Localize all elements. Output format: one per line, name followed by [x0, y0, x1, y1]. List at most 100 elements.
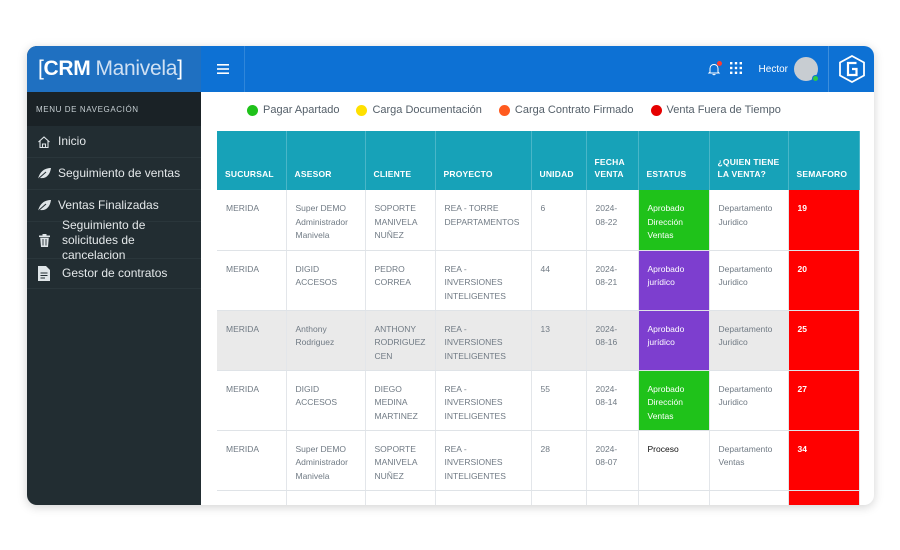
sidebar-item-label: Gestor de contratos [62, 266, 168, 280]
cell-cliente: SOPORTE MANIVELA NUÑEZ [365, 190, 436, 251]
document-icon [36, 266, 52, 282]
cell-fecha: 2024-08-07 [586, 430, 639, 491]
cell-semaforo: 27 [788, 370, 860, 431]
cell-sucursal: MERIDA [217, 490, 287, 505]
table-row[interactable]: MERIDA DIGID ACCESOS DIEGO MEDINA MARTINEZ… [217, 370, 860, 431]
app-logo[interactable]: [CRM Manivela] [27, 46, 201, 92]
column-header-semaforo[interactable]: SEMAFORO [788, 131, 860, 190]
brand-logo-icon [828, 46, 874, 92]
cell-unidad: 13 [531, 310, 587, 371]
online-status-dot [812, 75, 819, 82]
cell-estatus: Aprobado Dirección Ventas [638, 190, 710, 251]
cell-cliente: ANTHONY RODRIGUEZ CEN [365, 310, 436, 371]
cell-fecha: 2024-08-21 [586, 250, 639, 311]
sidebar-item-ventas-finalizadas[interactable]: Ventas Finalizadas [27, 190, 201, 222]
cell-estatus: Proceso [638, 430, 710, 491]
app-window: [CRM Manivela] MENU DE NAVEGACIÓN Inicio … [27, 46, 874, 505]
cell-sucursal: MERIDA [217, 310, 287, 371]
cell-estatus: Aprobado Dirección Ventas [638, 370, 710, 431]
cell-estatus: Aprobado jurídico [638, 250, 710, 311]
column-header-asesor[interactable]: ASESOR [286, 131, 366, 190]
sidebar-item-inicio[interactable]: Inicio [27, 126, 201, 158]
home-icon [36, 134, 52, 150]
column-header-cliente[interactable]: CLIENTE [365, 131, 436, 190]
cell-sucursal: MERIDA [217, 250, 287, 311]
table-row[interactable]: MERIDA Super DEMO Administrador Manivela S… [217, 190, 860, 251]
cell-asesor: DIGID [286, 490, 366, 505]
legend-label: Venta Fuera de Tiempo [666, 104, 781, 116]
cell-fecha: 2024-08-16 [586, 310, 639, 371]
top-right-controls: Hector [705, 46, 874, 92]
status-legend: Pagar Apartado Carga Documentación Carga… [247, 104, 798, 116]
sidebar-item-solicitudes-cancelacion[interactable]: Seguimiento de solicitudes de cancelacio… [27, 218, 201, 262]
logo-text-light: Manivela [95, 57, 178, 80]
cell-cliente: DIEGO [365, 490, 436, 505]
legend-swatch-yellow [356, 104, 368, 116]
cell-semaforo: 19 [788, 190, 860, 251]
cell-quien: Departamento Juridico [709, 250, 789, 311]
user-name[interactable]: Hector [758, 63, 788, 75]
table-row[interactable]: MERIDA DIGID ACCESOS PEDRO CORREA REA - INV… [217, 250, 860, 311]
logo-text-bold: CRM [43, 57, 91, 80]
cell-sucursal: MERIDA [217, 370, 287, 431]
trash-icon [36, 232, 52, 248]
cell-unidad: 6 [531, 190, 587, 251]
cell-proyecto: REA - TORRE DEPARTAMENTOS [435, 190, 532, 251]
cell-asesor: Super DEMO Administrador Manivela [286, 190, 366, 251]
apps-grid-icon[interactable] [729, 61, 745, 77]
hamburger-icon[interactable] [201, 46, 245, 92]
legend-label: Carga Documentación [372, 104, 482, 116]
cell-estatus: Aprobado jurídico [638, 310, 710, 371]
cell-semaforo: 34 [788, 430, 860, 491]
column-header-estatus[interactable]: ESTATUS [638, 131, 710, 190]
table-row[interactable]: MERIDA Super DEMO Administrador Manivela S… [217, 430, 860, 491]
cell-semaforo: 25 [788, 310, 860, 371]
cell-sucursal: MERIDA [217, 190, 287, 251]
table-header-row: SUCURSAL ASESOR CLIENTE PROYECTO UNIDAD … [217, 131, 860, 190]
avatar[interactable] [794, 57, 819, 82]
sidebar-item-seguimiento-ventas[interactable]: Seguimiento de ventas [27, 158, 201, 190]
column-header-quien-tiene-venta[interactable]: ¿QUIEN TIENE LA VENTA? [709, 131, 789, 190]
column-header-sucursal[interactable]: SUCURSAL [217, 131, 287, 190]
legend-swatch-red [650, 104, 662, 116]
legend-item: Carga Documentación [356, 104, 482, 116]
main-content: Pagar Apartado Carga Documentación Carga… [201, 92, 874, 505]
cell-estatus: Proceso [638, 490, 710, 505]
cell-fecha: 2024-08-22 [586, 190, 639, 251]
cell-proyecto: REA - INVERSIONES INTELIGENTES [435, 250, 532, 311]
cell-asesor: DIGID ACCESOS [286, 370, 366, 431]
sidebar-item-label: Seguimiento de solicitudes de cancelacio… [62, 217, 146, 262]
leaf-icon [36, 198, 52, 214]
legend-label: Pagar Apartado [263, 104, 340, 116]
legend-item: Venta Fuera de Tiempo [650, 104, 781, 116]
bell-icon[interactable] [705, 60, 723, 78]
table-row[interactable]: MERIDADIGIDDIEGOREA -332024-ProcesoDepar… [217, 490, 860, 505]
cell-unidad: 33 [531, 490, 587, 505]
cell-asesor: DIGID ACCESOS [286, 250, 366, 311]
cell-fecha: 2024-08-14 [586, 370, 639, 431]
top-navbar: Hector [201, 46, 874, 92]
table-body: MERIDA Super DEMO Administrador Manivela S… [217, 190, 860, 505]
cell-cliente: PEDRO CORREA [365, 250, 436, 311]
sales-table-wrapper: SUCURSAL ASESOR CLIENTE PROYECTO UNIDAD … [217, 131, 860, 505]
cell-semaforo: 20 [788, 250, 860, 311]
legend-item: Pagar Apartado [247, 104, 339, 116]
cell-semaforo: 34 [788, 490, 860, 505]
legend-swatch-green [247, 104, 258, 116]
cell-unidad: 55 [531, 370, 587, 431]
cell-asesor: Super DEMO Administrador Manivela [286, 430, 366, 491]
cell-sucursal: MERIDA [217, 430, 287, 491]
cell-proyecto: REA - [435, 490, 532, 505]
table-row[interactable]: MERIDA Anthony Rodriguez ANTHONY RODRIGUEZ… [217, 310, 860, 371]
sidebar-item-label: Ventas Finalizadas [58, 198, 159, 212]
column-header-unidad[interactable]: UNIDAD [531, 131, 587, 190]
cell-quien: Departamento [709, 490, 789, 505]
sidebar: [CRM Manivela] MENU DE NAVEGACIÓN Inicio … [27, 46, 201, 505]
column-header-proyecto[interactable]: PROYECTO [435, 131, 532, 190]
sidebar-item-label: Seguimiento de ventas [58, 166, 181, 180]
sidebar-item-gestor-contratos[interactable]: Gestor de contratos [27, 259, 201, 289]
leaf-icon [36, 166, 52, 182]
logo-bracket-open: [ [38, 57, 44, 80]
cell-fecha: 2024- [586, 490, 639, 505]
column-header-fecha-venta[interactable]: FECHA VENTA [586, 131, 639, 190]
